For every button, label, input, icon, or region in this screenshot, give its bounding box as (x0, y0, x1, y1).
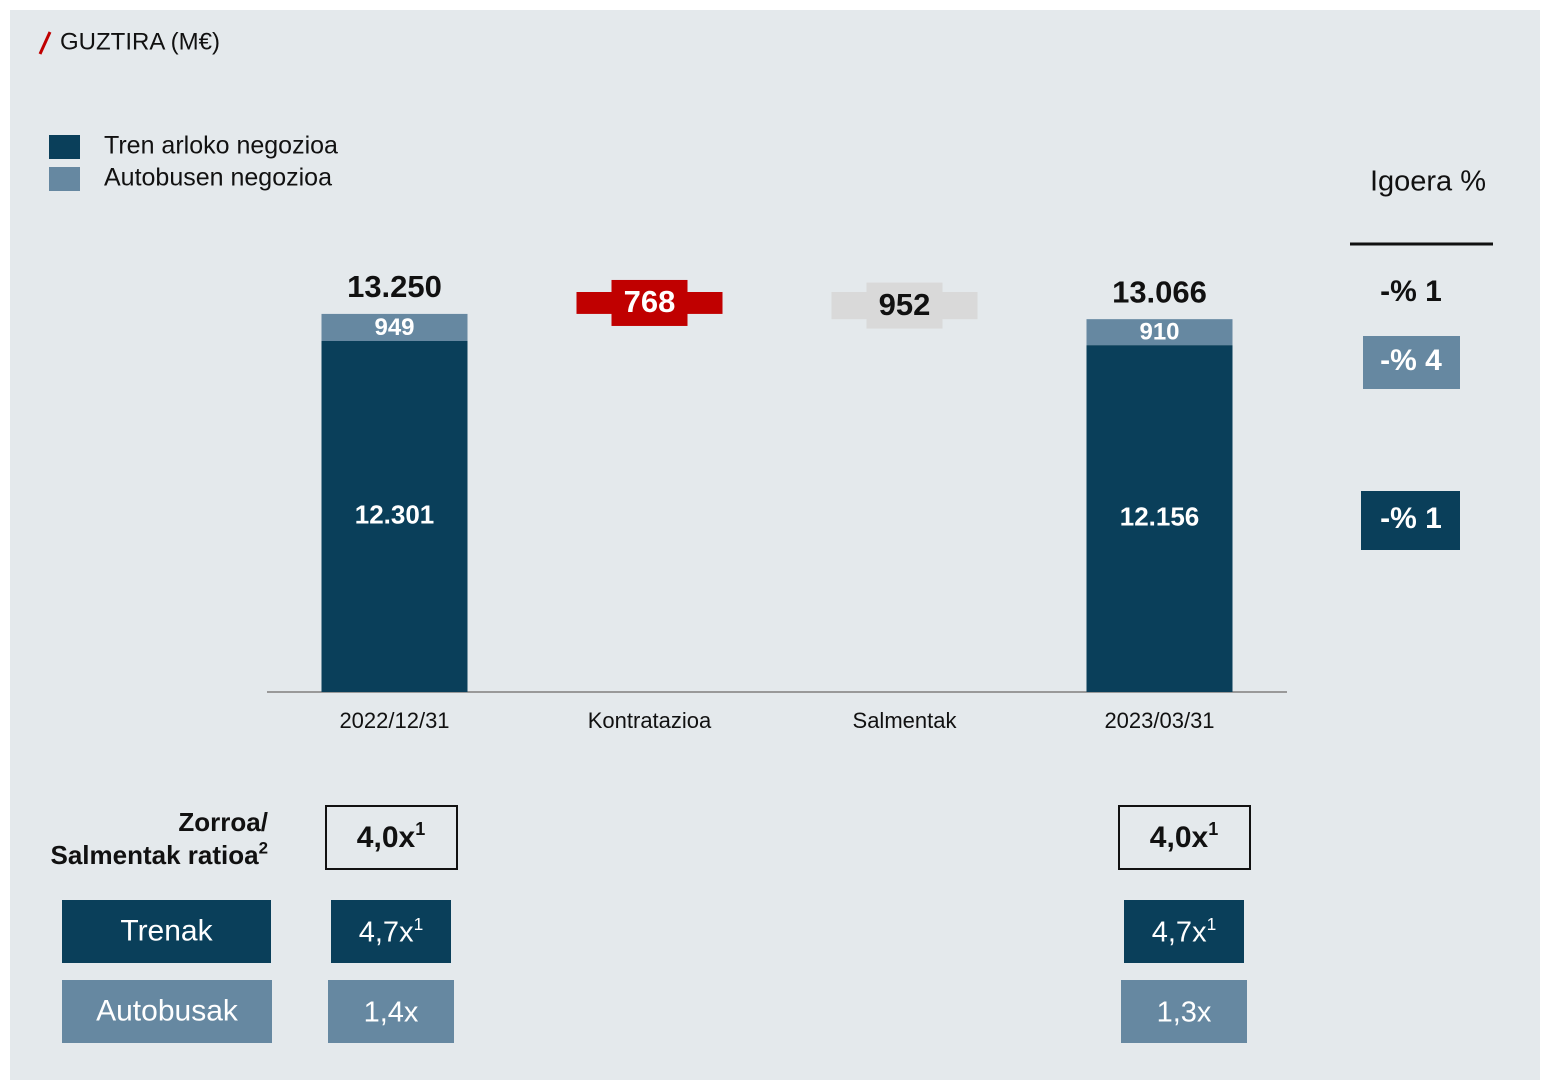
row-name-box (62, 980, 272, 1043)
bar-segment (321, 340, 468, 692)
bar-segment (1086, 345, 1233, 692)
growth-box (1361, 491, 1460, 550)
ratio-text: 4,0x1 (357, 819, 425, 854)
ratio-value: 1,3x (1157, 996, 1212, 1028)
ratio-value: 4,7x (359, 916, 414, 948)
legend-label: Tren arloko negozioa (104, 132, 338, 160)
growth-value: -% 1 (1380, 275, 1442, 308)
step-label: 768 (624, 284, 676, 319)
ratio-text: 4,7x1 (359, 913, 424, 948)
ratio-title-line: Zorroa/ (178, 807, 268, 837)
total-label: 13.066 (1112, 274, 1207, 309)
ratio-text: 1,3x (1157, 996, 1212, 1028)
row-name: Autobusak (96, 994, 239, 1027)
row-cell-box (331, 900, 451, 963)
ratio-text: 4,7x1 (1152, 913, 1217, 948)
chart-title: GUZTIRA (M€) (60, 28, 220, 55)
ratio-text: 1,4x (364, 996, 419, 1028)
bar-label: 12.301 (355, 499, 435, 529)
x-tick-label: 2022/12/31 (339, 708, 449, 733)
row-cell-box (328, 980, 454, 1043)
ratio-value: 4,0x (1150, 821, 1209, 854)
growth-box (1363, 336, 1460, 389)
ratio-title: Zorroa/ (178, 807, 268, 837)
x-tick-label: Kontratazioa (588, 708, 712, 733)
x-tick-label: Salmentak (853, 708, 958, 733)
legend-swatch (49, 135, 80, 159)
row-name-box (62, 900, 271, 963)
bar-label: 12.156 (1120, 501, 1200, 531)
step-label: 952 (879, 287, 931, 322)
ratio-value: 4,0x (357, 821, 416, 854)
step-label-box (611, 279, 688, 326)
bar-segment (1086, 319, 1233, 346)
row-name: Trenak (120, 914, 213, 947)
row-cell-box (1124, 900, 1244, 963)
footnote-mark: 1 (1207, 913, 1217, 933)
footnote-mark: 1 (414, 913, 424, 933)
footnote-mark: 1 (1208, 819, 1218, 839)
step-label-box (866, 282, 943, 329)
ratio-total-box (325, 805, 458, 870)
legend-swatch (49, 167, 80, 191)
total-label: 13.250 (347, 269, 442, 304)
bar-segment (321, 313, 468, 341)
ratio-title: Salmentak ratioa2 (51, 839, 269, 870)
bar-label: 949 (374, 314, 414, 341)
footnote-mark: 1 (415, 819, 425, 839)
title-slash (38, 31, 52, 55)
ratio-total-box (1118, 805, 1251, 870)
growth-value: -% 4 (1380, 344, 1442, 377)
bar-label: 910 (1139, 318, 1179, 345)
row-cell-box (1121, 980, 1247, 1043)
growth-title: Igoera % (1370, 166, 1486, 198)
x-tick-label: 2023/03/31 (1104, 708, 1214, 733)
growth-value: -% 1 (1380, 502, 1442, 535)
ratio-text: 4,0x1 (1150, 819, 1218, 854)
ratio-value: 4,7x (1152, 916, 1207, 948)
footnote-mark: 2 (259, 839, 268, 858)
ratio-value: 1,4x (364, 996, 419, 1028)
ratio-title-line: Salmentak ratioa (51, 840, 260, 870)
legend-label: Autobusen negozioa (104, 164, 332, 192)
